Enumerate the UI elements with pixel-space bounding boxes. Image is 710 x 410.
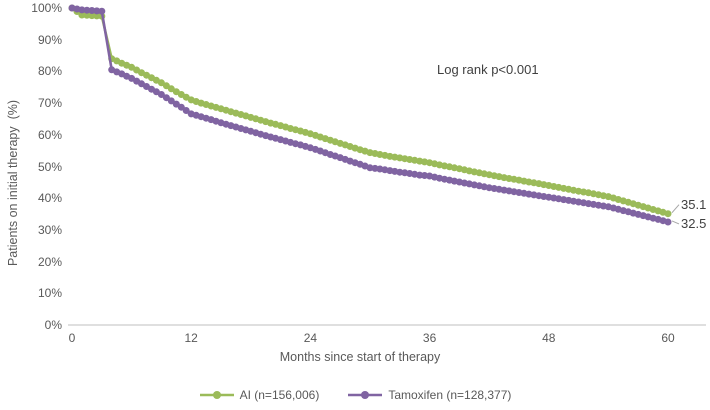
y-tick-label: 70% [37,96,62,111]
legend-item-ai: AI (n=156,006) [199,388,320,402]
x-tick-label: 36 [422,331,437,345]
y-tick-label: 10% [37,286,62,301]
series-tamoxifen [68,4,672,226]
x-axis-title: Months since start of therapy [279,350,441,364]
legend: AI (n=156,006) Tamoxifen (n=128,377) [0,388,710,402]
y-tick-label: 90% [37,32,62,47]
y-tick-label: 20% [37,254,62,269]
y-tick-label: 30% [37,222,62,237]
legend-label-ai: AI (n=156,006) [239,388,320,402]
ai-series-marker-icon [199,391,234,399]
x-tick-label: 48 [542,331,556,345]
y-tick-label: 40% [37,191,62,206]
legend-label-tamoxifen: Tamoxifen (n=128,377) [388,388,512,402]
end-label-ai: 35.1 [681,196,707,212]
y-tick-label: 60% [37,127,62,142]
y-tick-label: 0% [44,318,62,332]
x-tick-label: 0 [68,331,76,345]
end-label-tamoxifen: 32.5 [681,215,707,231]
end-label-leader-ai [671,204,680,214]
tamoxifen-series-marker-icon [348,391,383,399]
x-tick-label: 60 [661,331,675,345]
legend-item-tamoxifen: Tamoxifen (n=128,377) [347,388,511,402]
x-tick-label: 12 [184,331,198,345]
end-label-leader-tamoxifen [671,220,680,225]
x-tick-label: 24 [303,331,318,345]
annotation-log-rank: Log rank p<0.001 [437,62,539,77]
y-tick-label: 50% [37,159,62,174]
y-axis-title: Patients on initial therapy (%) [6,99,20,267]
series-ai [68,4,672,218]
y-tick-label: 100% [31,1,62,15]
y-tick-label: 80% [37,64,62,79]
